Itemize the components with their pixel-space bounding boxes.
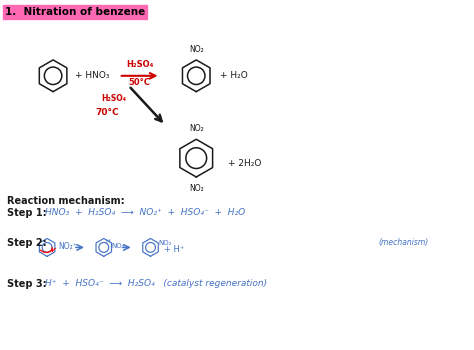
Text: H₂SO₄: H₂SO₄	[126, 60, 153, 69]
Text: H⁺  +  HSO₄⁻  ⟶  H₂SO₄   (catalyst regeneration): H⁺ + HSO₄⁻ ⟶ H₂SO₄ (catalyst regeneratio…	[45, 279, 267, 288]
Text: + H⁺: + H⁺	[164, 245, 185, 254]
Text: H₂SO₄: H₂SO₄	[101, 94, 127, 103]
Text: NO₂: NO₂	[189, 124, 204, 133]
Text: 50°C: 50°C	[128, 78, 151, 87]
Text: 70°C: 70°C	[95, 108, 118, 117]
Text: H: H	[106, 239, 110, 245]
Text: + 2H₂O: + 2H₂O	[228, 159, 262, 168]
Text: + H₂O: + H₂O	[220, 71, 248, 80]
Text: Step 1:: Step 1:	[8, 208, 47, 218]
Text: NO₂⁺: NO₂⁺	[58, 243, 77, 251]
Text: NO₂: NO₂	[189, 184, 204, 193]
Text: 1.  Nitration of benzene: 1. Nitration of benzene	[5, 7, 146, 18]
Text: (mechanism): (mechanism)	[379, 238, 429, 246]
Text: NO₂: NO₂	[158, 240, 172, 246]
Text: NO₂: NO₂	[112, 244, 125, 250]
Text: HNO₃  +  H₂SO₄  ⟶  NO₂⁺  +  HSO₄⁻  +  H₂O: HNO₃ + H₂SO₄ ⟶ NO₂⁺ + HSO₄⁻ + H₂O	[45, 208, 246, 217]
Text: Step 2:: Step 2:	[8, 238, 47, 247]
Text: NO₂: NO₂	[189, 45, 204, 54]
Text: Reaction mechanism:: Reaction mechanism:	[8, 196, 125, 206]
Text: Step 3:: Step 3:	[8, 279, 47, 289]
Text: + HNO₃: + HNO₃	[75, 71, 109, 80]
